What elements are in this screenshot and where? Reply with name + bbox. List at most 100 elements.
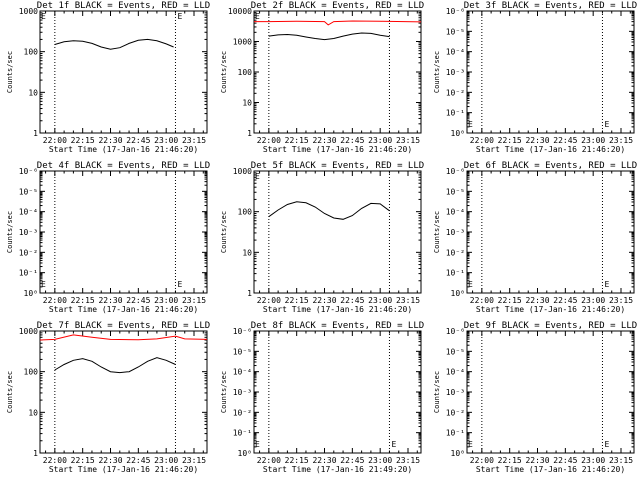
- event-marker: E: [41, 12, 46, 21]
- y-tick-label: 10: [28, 408, 38, 417]
- y-tick-label: 10⁻⁴: [446, 208, 465, 217]
- y-tick-label: 10: [28, 88, 38, 97]
- y-tick-label: 10⁻²: [446, 248, 465, 257]
- x-tick-label: 23:15: [396, 296, 420, 305]
- y-tick-label: 10⁻⁴: [446, 368, 465, 377]
- x-tick-label: 22:15: [498, 456, 522, 465]
- x-tick-label: 22:00: [470, 296, 494, 305]
- plot-frame: [39, 330, 208, 454]
- y-axis-label: Counts/sec: [220, 371, 228, 413]
- y-tick-label: 10⁻⁶: [446, 167, 465, 176]
- y-tick-label: 10⁻⁵: [446, 347, 465, 356]
- x-tick-label: 23:15: [609, 296, 633, 305]
- x-tick-label: 23:15: [609, 136, 633, 145]
- y-axis-label: Counts/sec: [6, 211, 14, 253]
- x-axis-label: Start Time (17-Jan-16 21:49:20): [263, 465, 412, 474]
- plot-frame: [253, 330, 422, 454]
- x-tick-label: 22:15: [498, 296, 522, 305]
- panel-title: Det 9f BLACK = Events, RED = LLD: [464, 321, 637, 331]
- y-tick-label: 10⁻¹: [446, 429, 465, 438]
- y-tick-label: 10⁻³: [446, 68, 465, 77]
- y-tick-label: 1: [33, 449, 38, 458]
- y-tick-label: 10⁰: [451, 129, 465, 138]
- plot-frame: [466, 170, 635, 294]
- x-tick-label: 22:45: [553, 456, 577, 465]
- y-tick-label: 10⁻¹: [233, 429, 252, 438]
- x-tick-label: 23:00: [581, 456, 605, 465]
- event-marker: E: [468, 280, 473, 289]
- y-tick-label: 10⁻³: [233, 388, 252, 397]
- x-tick-label: 22:15: [498, 136, 522, 145]
- series-lld-line: [254, 20, 422, 26]
- x-axis-label: Start Time (17-Jan-16 21:46:20): [476, 145, 625, 154]
- plot-frame: [466, 10, 635, 134]
- y-axis-label: Counts/sec: [433, 211, 441, 253]
- x-tick-label: 22:00: [43, 296, 67, 305]
- x-tick-label: 23:00: [154, 456, 178, 465]
- panel-2: Det 2f BLACK = Events, RED = LLD 1 10 100 10…: [220, 1, 424, 154]
- y-axis-label: Counts/sec: [220, 51, 228, 93]
- event-marker: E: [604, 280, 609, 289]
- y-tick-label: 10⁻⁶: [19, 167, 38, 176]
- panel-title: Det 4f BLACK = Events, RED = LLD: [37, 161, 210, 171]
- x-tick-label: 23:15: [609, 456, 633, 465]
- y-tick-label: 10⁻¹: [19, 269, 38, 278]
- y-tick-label: 10⁻³: [446, 228, 465, 237]
- x-axis-label: Start Time (17-Jan-16 21:46:20): [263, 305, 412, 314]
- x-axis-label: Start Time (17-Jan-16 21:46:20): [49, 465, 198, 474]
- x-tick-label: 22:45: [553, 296, 577, 305]
- event-marker: E: [391, 440, 396, 449]
- x-axis-label: Start Time (17-Jan-16 21:46:20): [476, 305, 625, 314]
- y-tick-label: 10⁻⁴: [233, 368, 252, 377]
- y-tick-label: 10⁻⁵: [233, 347, 252, 356]
- x-tick-label: 22:00: [43, 456, 67, 465]
- x-tick-label: 22:30: [525, 296, 549, 305]
- y-tick-label: 10⁻⁵: [19, 187, 38, 196]
- series-lld-line: [39, 334, 208, 341]
- y-tick-label: 100: [24, 48, 39, 57]
- x-axis-label: Start Time (17-Jan-16 21:46:20): [263, 145, 412, 154]
- y-tick-label: 10⁻¹: [446, 269, 465, 278]
- x-tick-label: 23:15: [396, 136, 420, 145]
- y-tick-label: 10⁰: [451, 289, 465, 298]
- panel-4: Det 4f BLACK = Events, RED = LLD 10⁰ 10⁻¹ 1…: [6, 161, 210, 314]
- y-tick-label: 100: [238, 208, 253, 217]
- y-tick-label: 1000: [19, 7, 38, 16]
- event-marker: E: [255, 440, 260, 449]
- y-tick-label: 100: [238, 68, 253, 77]
- x-tick-label: 22:30: [312, 136, 336, 145]
- x-tick-label: 23:00: [581, 136, 605, 145]
- x-tick-label: 22:45: [126, 456, 150, 465]
- event-marker: E: [604, 120, 609, 129]
- x-tick-label: 22:45: [126, 296, 150, 305]
- x-tick-label: 22:15: [285, 296, 309, 305]
- x-tick-label: 23:15: [182, 136, 206, 145]
- y-tick-label: 10⁻⁶: [446, 327, 465, 336]
- x-tick-label: 23:00: [368, 296, 392, 305]
- x-tick-label: 22:45: [553, 136, 577, 145]
- x-tick-label: 22:00: [257, 296, 281, 305]
- x-tick-label: 22:00: [470, 456, 494, 465]
- panel-title: Det 6f BLACK = Events, RED = LLD: [464, 161, 637, 171]
- x-tick-label: 22:30: [98, 296, 122, 305]
- x-axis-label: Start Time (17-Jan-16 21:46:20): [49, 305, 198, 314]
- x-tick-label: 22:15: [285, 456, 309, 465]
- y-axis-label: Counts/sec: [433, 51, 441, 93]
- y-tick-label: 10: [242, 99, 252, 108]
- x-tick-label: 23:00: [154, 296, 178, 305]
- plot-frame: [253, 170, 422, 294]
- x-tick-label: 22:15: [285, 136, 309, 145]
- event-marker: E: [468, 120, 473, 129]
- x-tick-label: 22:30: [525, 456, 549, 465]
- y-tick-label: 10⁻¹: [446, 109, 465, 118]
- panel-3: Det 3f BLACK = Events, RED = LLD 10⁰ 10⁻¹ 1…: [433, 1, 637, 154]
- y-tick-label: 1: [247, 129, 252, 138]
- y-tick-label: 10⁻⁶: [233, 327, 252, 336]
- series-events-line: [54, 38, 174, 50]
- panel-7: Det 7f BLACK = Events, RED = LLD 1 10 100 10…: [6, 321, 210, 474]
- x-tick-label: 22:15: [71, 296, 95, 305]
- y-tick-label: 10⁻⁵: [446, 187, 465, 196]
- series-events-line: [268, 201, 390, 220]
- panel-9: Det 9f BLACK = Events, RED = LLD 10⁰ 10⁻¹ 1…: [433, 321, 637, 474]
- x-tick-label: 23:00: [368, 456, 392, 465]
